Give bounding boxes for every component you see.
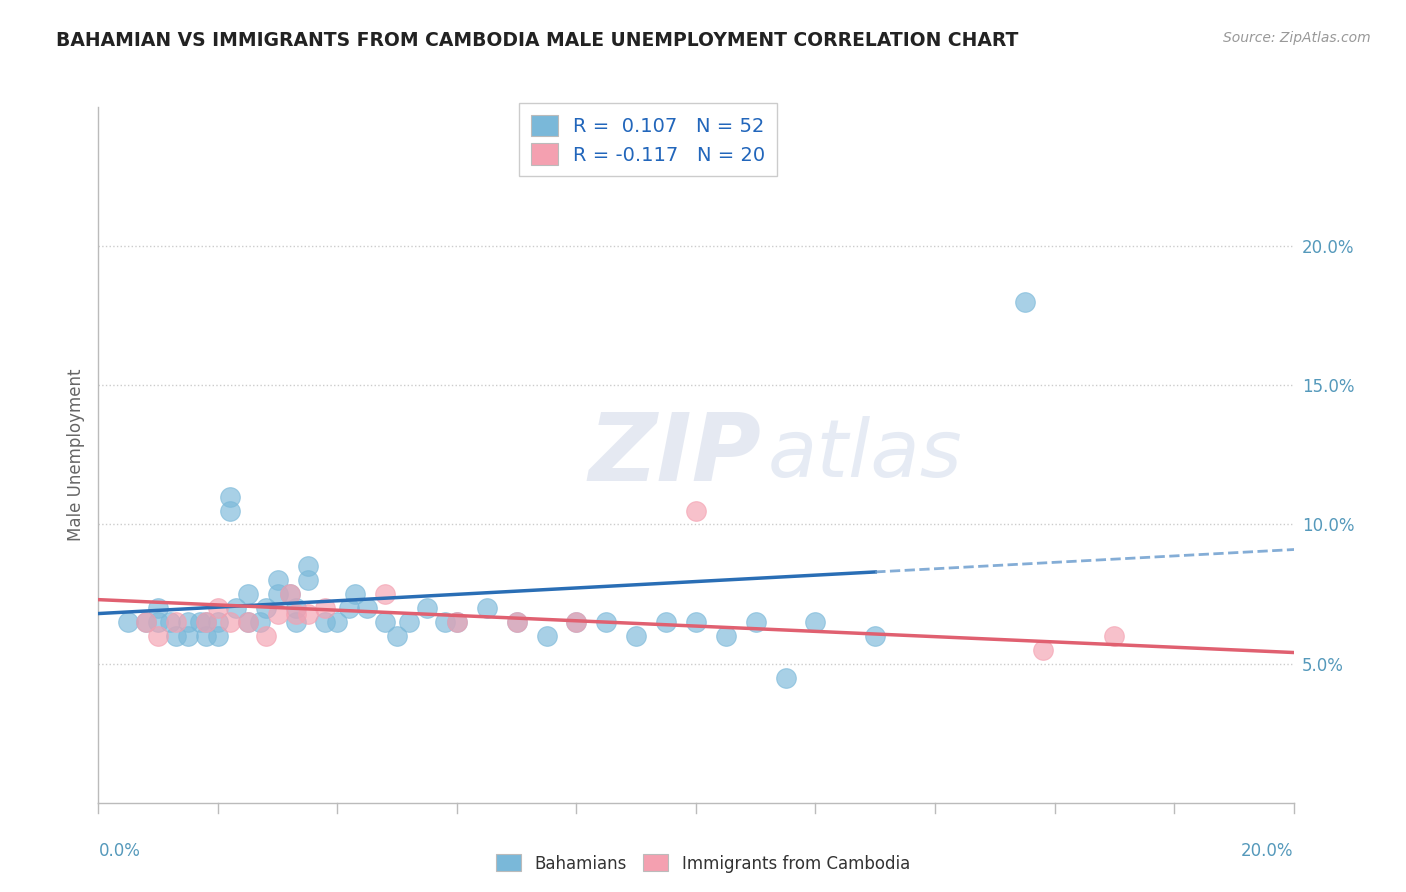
Point [297, 607, 319, 621]
Point [416, 601, 439, 615]
Point [284, 615, 307, 629]
Point [595, 615, 617, 629]
Point [804, 615, 827, 629]
Point [565, 615, 588, 629]
Point [475, 601, 498, 615]
Text: Source: ZipAtlas.com: Source: ZipAtlas.com [1223, 31, 1371, 45]
Point [398, 615, 420, 629]
Point [297, 573, 319, 587]
Point [356, 601, 378, 615]
Point [865, 629, 887, 643]
Point [374, 587, 396, 601]
Point [446, 615, 468, 629]
Point [297, 559, 319, 574]
Point [225, 601, 247, 615]
Point [278, 587, 301, 601]
Point [135, 615, 157, 629]
Point [1014, 294, 1036, 309]
Point [565, 615, 588, 629]
Point [249, 615, 271, 629]
Point [775, 671, 797, 685]
Point [714, 629, 737, 643]
Point [536, 629, 558, 643]
Point [315, 601, 337, 615]
Point [219, 615, 242, 629]
Point [195, 629, 218, 643]
Point [177, 629, 200, 643]
Point [267, 587, 290, 601]
Legend: Bahamians, Immigrants from Cambodia: Bahamians, Immigrants from Cambodia [489, 847, 917, 880]
Point [254, 629, 277, 643]
Point [1104, 629, 1126, 643]
Point [207, 601, 229, 615]
Point [506, 615, 529, 629]
Point [626, 629, 648, 643]
Text: ZIP: ZIP [589, 409, 762, 501]
Point [1032, 642, 1054, 657]
Point [254, 601, 277, 615]
Point [374, 615, 396, 629]
Point [236, 587, 259, 601]
Point [219, 490, 242, 504]
Point [207, 629, 229, 643]
Point [195, 615, 218, 629]
Point [685, 503, 707, 517]
Point [434, 615, 457, 629]
Point [685, 615, 707, 629]
Point [344, 587, 367, 601]
Point [165, 615, 187, 629]
Point [745, 615, 768, 629]
Point [446, 615, 468, 629]
Point [135, 615, 157, 629]
Text: 0.0%: 0.0% [98, 842, 141, 860]
Point [236, 615, 259, 629]
Text: atlas: atlas [768, 416, 963, 494]
Point [385, 629, 409, 643]
Point [267, 573, 290, 587]
Point [284, 607, 307, 621]
Point [148, 615, 170, 629]
Point [159, 615, 181, 629]
Legend: R =  0.107   N = 52, R = -0.117   N = 20: R = 0.107 N = 52, R = -0.117 N = 20 [519, 103, 778, 177]
Point [278, 587, 301, 601]
Point [236, 615, 259, 629]
Point [195, 615, 218, 629]
Text: BAHAMIAN VS IMMIGRANTS FROM CAMBODIA MALE UNEMPLOYMENT CORRELATION CHART: BAHAMIAN VS IMMIGRANTS FROM CAMBODIA MAL… [56, 31, 1018, 50]
Point [188, 615, 211, 629]
Point [506, 615, 529, 629]
Y-axis label: Male Unemployment: Male Unemployment [66, 368, 84, 541]
Point [207, 615, 229, 629]
Point [165, 629, 187, 643]
Point [315, 615, 337, 629]
Point [284, 601, 307, 615]
Point [339, 601, 360, 615]
Point [117, 615, 139, 629]
Point [219, 503, 242, 517]
Point [177, 615, 200, 629]
Point [148, 629, 170, 643]
Point [326, 615, 349, 629]
Point [267, 607, 290, 621]
Text: 20.0%: 20.0% [1241, 842, 1294, 860]
Point [655, 615, 678, 629]
Point [148, 601, 170, 615]
